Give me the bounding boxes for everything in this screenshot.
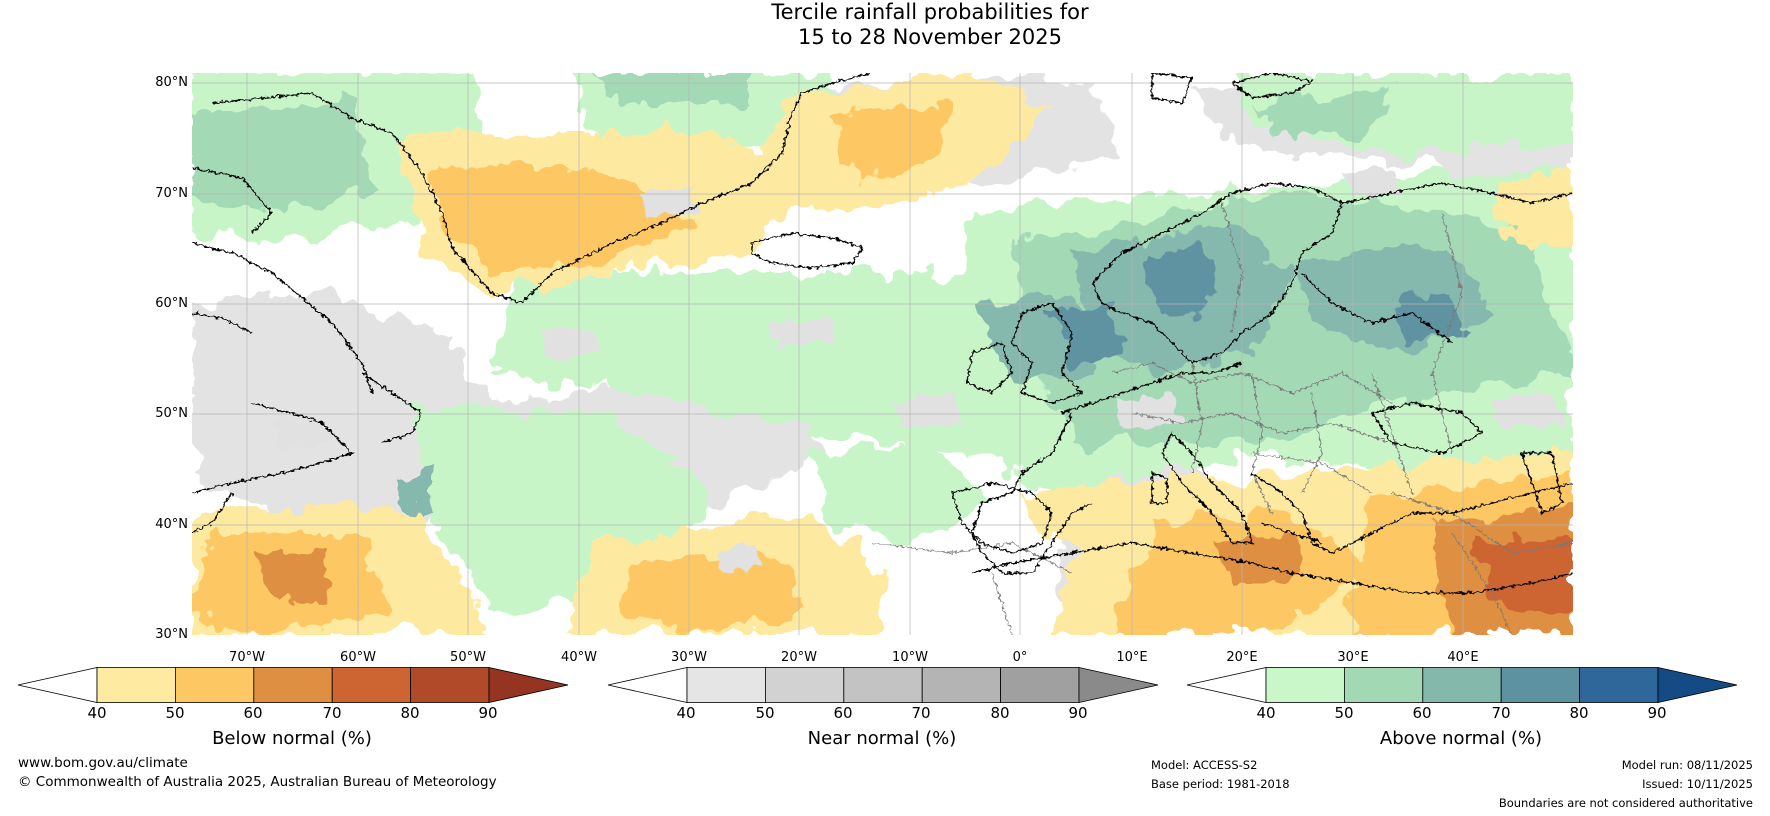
footer-url[interactable]: www.bom.gov.au/climate [18,755,188,771]
legend-near-normal-bar [607,667,1159,703]
legend-segment-high-extend [1657,667,1738,703]
legend-below-normal [17,667,569,703]
lon-label-20w: 20°W [781,650,817,665]
lon-label-40e: 40°E [1447,650,1479,665]
lon-label-10w: 10°W [892,650,928,665]
lon-label-50w: 50°W [450,650,486,665]
lat-label-50n: 50°N [155,406,188,421]
lon-label-0: 0° [1012,650,1028,665]
footer-copyright: © Commonwealth of Australia 2025, Austra… [18,774,497,790]
legend-near-tick-90: 90 [1068,704,1088,722]
legend-above-tick-90: 90 [1647,704,1667,722]
legend-segment-low-extend [1186,667,1267,703]
legend-below-tick-70: 70 [322,704,342,722]
legend-below-tick-40: 40 [87,704,107,722]
legend-below-title: Below normal (%) [212,728,372,749]
legend-segment-low-extend [607,667,688,703]
footer-model-run: Model run: 08/11/2025 [1621,758,1753,772]
legend-below-tick-80: 80 [400,704,420,722]
legend-segment-high-extend [1078,667,1159,703]
legend-near-title: Near normal (%) [807,728,957,749]
footer-base-period: Base period: 1981-2018 [1151,777,1290,791]
legend-above-tick-60: 60 [1412,704,1432,722]
legend-segment [764,667,845,703]
legend-segment [843,667,923,703]
lon-label-70w: 70°W [229,650,265,665]
legend-segment [1422,667,1502,703]
legend-segment [1500,667,1581,703]
title-line-2: 15 to 28 November 2025 [798,25,1062,49]
legend-segment [1000,667,1080,703]
lon-label-30w: 30°W [671,650,707,665]
legend-segment-low-extend [17,667,98,703]
lon-label-10e: 10°E [1116,650,1148,665]
lat-label-30n: 30°N [155,627,188,642]
legend-above-tick-70: 70 [1491,704,1511,722]
legend-below-tick-60: 60 [243,704,263,722]
country-borders [871,202,1573,635]
lon-label-60w: 60°W [340,650,376,665]
legend-below-tick-90: 90 [478,704,498,722]
lon-label-40w: 40°W [561,650,597,665]
legend-near-tick-40: 40 [676,704,696,722]
lon-label-30e: 30°E [1337,650,1369,665]
legend-segment [921,667,1002,703]
legend-near-tick-70: 70 [911,704,931,722]
rainfall-map [192,73,1573,635]
lon-label-20e: 20°E [1226,650,1258,665]
footer-issued: Issued: 10/11/2025 [1642,777,1753,791]
legend-segment [410,667,490,703]
near-normal-speckles [272,168,1562,573]
probability-shading [192,73,1573,635]
legend-near-normal [607,667,1159,703]
legend-near-tick-80: 80 [990,704,1010,722]
legend-above-title: Above normal (%) [1379,728,1543,749]
map-title: Tercile rainfall probabilities for 15 to… [0,0,1770,50]
legend-above-normal [1186,667,1738,703]
coastlines [192,73,1573,594]
legend-segment [174,667,255,703]
legend-segment [96,667,176,703]
legend-above-tick-40: 40 [1256,704,1276,722]
legend-above-normal-bar [1186,667,1738,703]
legend-segment [331,667,412,703]
title-line-1: Tercile rainfall probabilities for [771,0,1089,24]
legend-near-tick-60: 60 [833,704,853,722]
map-canvas [192,73,1573,635]
legend-segment [1343,667,1424,703]
footer-model: Model: ACCESS-S2 [1151,758,1258,772]
legend-near-tick-50: 50 [755,704,775,722]
legend-segment [686,667,766,703]
legend-segment [253,667,333,703]
legend-above-tick-80: 80 [1569,704,1589,722]
legend-segment-high-extend [488,667,569,703]
lat-label-70n: 70°N [155,186,188,201]
legend-segment [1579,667,1659,703]
footer-disclaimer: Boundaries are not considered authoritat… [1498,796,1753,810]
legend-below-tick-50: 50 [165,704,185,722]
lat-label-40n: 40°N [155,517,188,532]
lat-label-60n: 60°N [155,296,188,311]
legend-below-normal-bar [17,667,569,703]
legend-above-tick-50: 50 [1334,704,1354,722]
lat-label-80n: 80°N [155,75,188,90]
legend-segment [1265,667,1345,703]
